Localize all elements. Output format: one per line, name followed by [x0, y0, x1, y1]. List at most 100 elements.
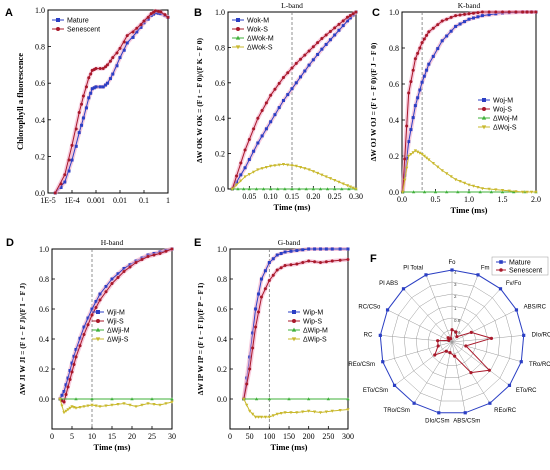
- radar-point: [469, 371, 473, 375]
- x-axis-label: Time (ms): [274, 202, 311, 212]
- radar-axis-label: PI Total: [403, 265, 423, 271]
- data-point: [277, 163, 281, 167]
- legend-marker: [292, 319, 296, 323]
- radar-point: [507, 383, 512, 387]
- data-point: [313, 260, 317, 264]
- data-point: [248, 367, 252, 371]
- data-point: [59, 186, 63, 190]
- legend-marker: [95, 327, 101, 332]
- data-point: [67, 158, 71, 162]
- data-point: [125, 34, 129, 38]
- y-tick-label: 0.2: [389, 152, 399, 161]
- data-point: [436, 23, 440, 27]
- data-point: [104, 290, 108, 294]
- data-point: [311, 170, 315, 174]
- radar-ring: [427, 317, 477, 366]
- series-line: [402, 11, 536, 193]
- data-point: [301, 261, 305, 264]
- data-point: [254, 325, 258, 329]
- radar-point: [487, 368, 491, 372]
- data-point: [345, 15, 349, 19]
- data-point: [68, 369, 72, 372]
- legend-label: ΔWok-S: [247, 45, 273, 52]
- data-point: [330, 259, 334, 263]
- radar-spoke: [394, 341, 453, 386]
- radar-point: [522, 333, 526, 337]
- data-point: [320, 37, 324, 41]
- data-point: [236, 187, 240, 191]
- data-point: [480, 14, 484, 18]
- data-point: [476, 15, 480, 19]
- y-tick-label: 1.0: [217, 245, 227, 254]
- x-axis-label: Time (ms): [451, 205, 488, 215]
- data-point: [271, 257, 275, 261]
- data-point: [467, 12, 471, 16]
- data-point: [307, 63, 311, 67]
- data-point: [478, 190, 482, 194]
- data-point: [110, 397, 114, 401]
- data-point: [84, 106, 88, 110]
- legend-marker: [291, 327, 297, 332]
- radar-spoke: [425, 274, 453, 343]
- x-tick-label: 100: [263, 432, 275, 441]
- radar-point: [392, 383, 397, 387]
- data-point: [500, 189, 505, 192]
- data-point: [78, 406, 82, 410]
- data-point: [415, 150, 420, 154]
- data-point: [104, 404, 108, 408]
- data-point: [146, 15, 150, 19]
- radar-point: [444, 349, 448, 353]
- radar-point: [449, 337, 453, 341]
- data-point: [307, 409, 311, 413]
- legend-marker: [235, 45, 241, 50]
- data-point: [74, 397, 78, 401]
- data-point: [153, 9, 157, 13]
- data-point: [80, 102, 84, 106]
- data-point: [346, 408, 350, 412]
- data-point: [163, 13, 167, 17]
- data-point: [318, 411, 323, 415]
- y-tick-label: 0.0: [389, 188, 399, 197]
- radar-axis-label: Fv/Fo: [506, 281, 522, 287]
- data-point: [338, 258, 342, 262]
- radar-ring-label: 1: [454, 306, 457, 311]
- radar-ring-label: 4: [454, 270, 457, 275]
- y-tick-label: 0.8: [39, 275, 49, 284]
- data-point: [74, 127, 78, 131]
- legend-label: ΔWip-M: [303, 328, 328, 335]
- y-tick-label: 0.6: [215, 79, 225, 88]
- data-point: [98, 298, 102, 302]
- data-point: [139, 25, 143, 29]
- data-point: [324, 175, 328, 179]
- data-point: [299, 75, 303, 79]
- data-point: [122, 48, 126, 52]
- data-point: [520, 190, 525, 194]
- legend-label: Mature: [67, 18, 89, 25]
- data-point: [90, 403, 94, 407]
- legend-label: ΔWoj-M: [493, 116, 518, 123]
- data-point: [248, 409, 252, 413]
- data-point: [480, 10, 484, 14]
- data-point: [346, 397, 350, 401]
- radar-axis-label: DIo/RC: [532, 333, 550, 339]
- data-point: [420, 41, 424, 45]
- data-point: [58, 397, 62, 401]
- data-point: [354, 187, 358, 191]
- data-point: [81, 116, 85, 120]
- data-point: [328, 177, 333, 181]
- data-point: [74, 355, 78, 359]
- data-point: [70, 158, 74, 162]
- data-point: [351, 12, 355, 16]
- data-point: [86, 323, 90, 327]
- data-point: [122, 402, 126, 406]
- data-point: [407, 140, 411, 144]
- y-tick-label: 0.6: [389, 80, 399, 89]
- data-point: [341, 19, 345, 23]
- data-point: [422, 154, 426, 158]
- legend-label: ΔWip-S: [303, 337, 327, 344]
- data-point: [467, 190, 471, 194]
- radar-point: [469, 330, 473, 334]
- panel-label: F: [370, 253, 377, 265]
- x-tick-label: 0.25: [328, 192, 342, 201]
